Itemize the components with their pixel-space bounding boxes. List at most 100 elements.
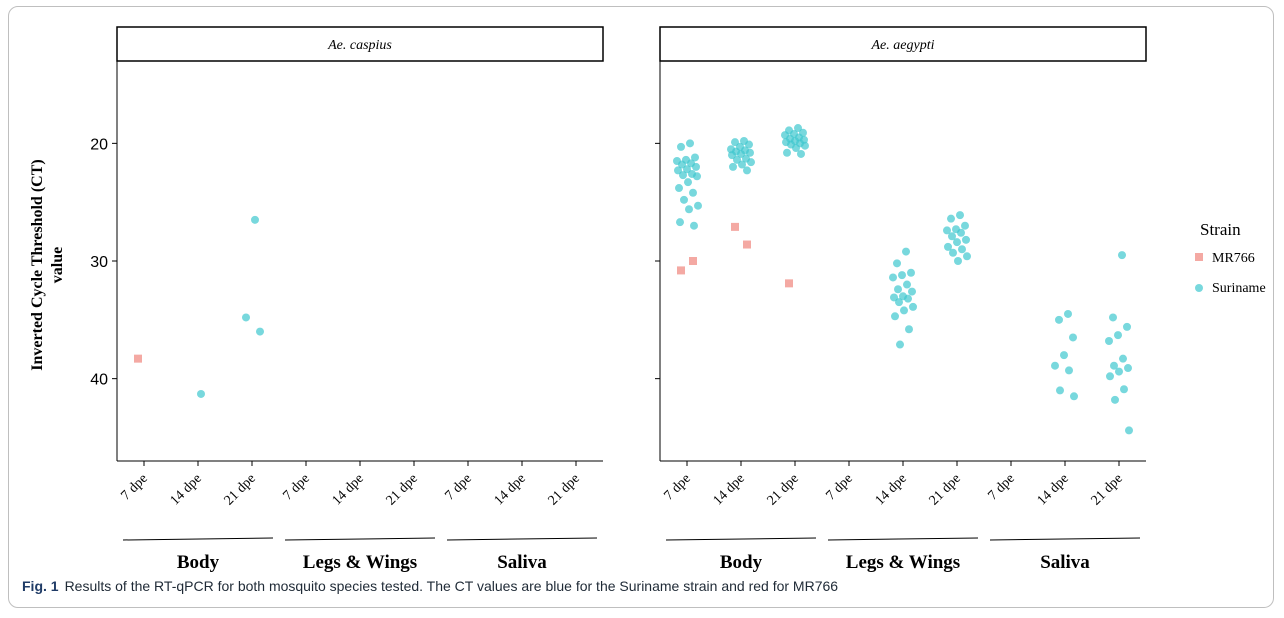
point-suriname	[1056, 386, 1064, 395]
point-suriname	[686, 139, 694, 148]
legend-swatch-suriname	[1195, 284, 1203, 292]
point-suriname	[251, 215, 259, 224]
point-suriname	[689, 188, 697, 197]
point-suriname	[1070, 392, 1078, 401]
point-mr766	[677, 266, 685, 275]
point-suriname	[729, 162, 737, 171]
point-suriname	[674, 166, 682, 175]
caption-label: Fig. 1	[22, 578, 59, 594]
group-underline	[665, 537, 817, 541]
point-suriname	[893, 259, 901, 268]
point-suriname	[1118, 251, 1126, 260]
point-suriname	[728, 151, 736, 160]
point-suriname	[1123, 322, 1131, 331]
point-suriname	[957, 228, 965, 237]
point-suriname	[1064, 309, 1072, 318]
panel-ae-caspius: Ae. caspius	[116, 26, 604, 62]
x-tick-label: 7 dpe	[119, 471, 151, 503]
x-tick-label: 7 dpe	[824, 471, 856, 503]
legend-label-mr766: MR766	[1212, 251, 1255, 266]
point-suriname	[678, 160, 686, 169]
point-suriname	[797, 149, 805, 158]
legend-title: Strain	[1200, 220, 1241, 239]
point-suriname	[1111, 395, 1119, 404]
panel-title: Ae. caspius	[327, 38, 392, 53]
point-suriname	[896, 340, 904, 349]
group-label: Saliva	[497, 552, 547, 573]
point-suriname	[953, 238, 961, 247]
group-underline	[827, 537, 979, 541]
panel-ae-aegypti: Ae. aegypti	[659, 26, 1147, 62]
point-suriname	[963, 252, 971, 261]
point-suriname	[1106, 372, 1114, 381]
point-suriname	[794, 124, 802, 133]
point-suriname	[891, 312, 899, 321]
point-suriname	[677, 142, 685, 151]
point-mr766	[689, 257, 697, 265]
point-suriname	[691, 153, 699, 162]
point-suriname	[746, 148, 754, 157]
x-tick-label: 7 dpe	[662, 471, 694, 503]
point-suriname	[783, 148, 791, 157]
point-suriname	[1114, 331, 1122, 340]
panel-strip	[659, 26, 1147, 62]
group-label: Legs & Wings	[303, 552, 417, 573]
point-suriname	[676, 218, 684, 227]
x-tick-label: 14 dpe	[873, 471, 910, 508]
x-tick-label: 7 dpe	[281, 471, 313, 503]
point-suriname	[1109, 313, 1117, 322]
x-tick-label: 21 dpe	[765, 471, 802, 508]
figure-frame	[8, 6, 1274, 608]
legend-label-suriname: Suriname	[1212, 281, 1266, 296]
point-suriname	[679, 171, 687, 180]
x-tick-label: 14 dpe	[492, 471, 529, 508]
point-suriname	[954, 257, 962, 265]
group-label: Legs & Wings	[846, 552, 960, 573]
x-tick-label: 21 dpe	[222, 471, 259, 508]
point-suriname	[961, 221, 969, 230]
point-suriname	[1051, 361, 1059, 370]
y-tick-label: 30	[90, 254, 108, 271]
y-axis-title-line-1: Inverted Cycle Threshold (CT)	[29, 159, 46, 370]
x-tick-label: 14 dpe	[330, 471, 367, 508]
legend-swatch-mr766	[1195, 253, 1203, 261]
point-suriname	[1124, 364, 1132, 373]
point-suriname	[907, 268, 915, 277]
point-suriname	[792, 144, 800, 153]
point-suriname	[1115, 367, 1123, 376]
group-underline	[989, 537, 1141, 541]
point-suriname	[890, 293, 898, 302]
point-suriname	[745, 140, 753, 149]
point-suriname	[1125, 426, 1133, 435]
x-tick-label: 21 dpe	[546, 471, 583, 508]
x-tick-label: 21 dpe	[384, 471, 421, 508]
point-suriname	[733, 155, 741, 164]
point-suriname	[242, 313, 250, 322]
point-suriname	[947, 214, 955, 223]
x-tick-label: 14 dpe	[1035, 471, 1072, 508]
x-tick-label: 14 dpe	[168, 471, 205, 508]
x-tick-label: 14 dpe	[711, 471, 748, 508]
figure-caption: Fig. 1 Results of the RT-qPCR for both mo…	[22, 578, 1262, 594]
point-suriname	[693, 172, 701, 181]
point-suriname	[683, 165, 691, 174]
point-suriname	[1065, 366, 1073, 375]
point-mr766	[731, 222, 739, 231]
group-label: Body	[720, 552, 763, 573]
point-mr766	[785, 279, 793, 288]
point-suriname	[943, 226, 951, 235]
point-suriname	[801, 141, 809, 150]
point-suriname	[685, 205, 693, 214]
point-suriname	[903, 280, 911, 289]
point-suriname	[889, 273, 897, 282]
point-suriname	[731, 138, 739, 147]
point-suriname	[1120, 385, 1128, 394]
point-suriname	[902, 247, 910, 256]
y-axis-title-line-2: value	[49, 247, 66, 283]
y-tick-label: 20	[90, 136, 108, 153]
point-suriname	[962, 235, 970, 244]
point-suriname	[1119, 354, 1127, 363]
point-suriname	[1105, 337, 1113, 345]
point-suriname	[1060, 351, 1068, 360]
group-underline	[446, 537, 598, 541]
